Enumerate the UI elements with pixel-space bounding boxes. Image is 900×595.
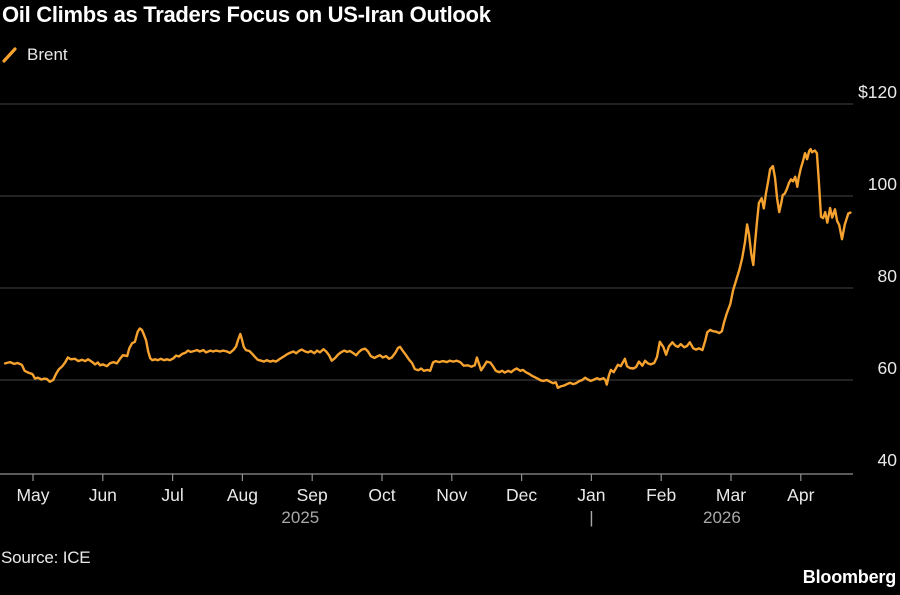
x-axis-label: Apr: [787, 485, 814, 505]
y-axis-label: 60: [878, 358, 898, 378]
chart-title: Oil Climbs as Traders Focus on US-Iran O…: [2, 2, 491, 27]
x-axis-label: Sep: [297, 485, 328, 505]
legend-line-swatch-icon: [2, 47, 17, 63]
x-axis-label: Dec: [506, 485, 537, 505]
legend-series-label: Brent: [27, 45, 68, 64]
y-axis-label: 100: [868, 174, 897, 194]
bloomberg-wordmark: Bloomberg: [802, 567, 896, 587]
legend: Brent: [2, 45, 68, 65]
y-axis-label: 80: [878, 266, 898, 286]
source-note: Source: ICE: [1, 548, 91, 567]
x-axis-label: May: [16, 485, 49, 505]
x-axis-label: Feb: [646, 485, 676, 505]
year-label: 2026: [703, 508, 741, 527]
x-axis-label: Jul: [161, 485, 183, 505]
year-divider: |: [589, 508, 593, 527]
x-axis-label: Oct: [368, 485, 395, 505]
brent-price-line: [3, 147, 852, 389]
year-label: 2025: [281, 508, 319, 527]
x-axis-label: Jan: [577, 485, 605, 505]
y-axis-label: $120: [858, 82, 897, 102]
x-axis-label: Aug: [227, 485, 258, 505]
y-axis-label: 40: [878, 450, 898, 470]
x-axis-label: Mar: [716, 485, 746, 505]
x-axis-label: Nov: [436, 485, 467, 505]
x-axis-label: Jun: [89, 485, 117, 505]
